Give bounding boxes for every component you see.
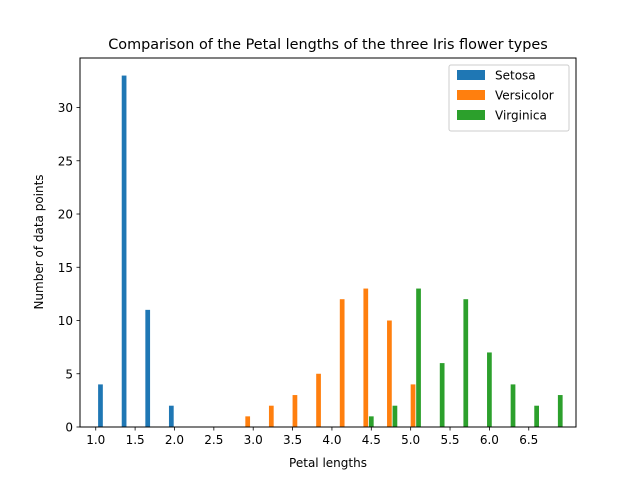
bar-virginica-1 [392, 405, 398, 427]
bar-versicolor-0 [245, 416, 251, 427]
bar-virginica-8 [557, 395, 563, 427]
legend-items: Setosa Versicolor Virginica [457, 69, 554, 123]
x-tick-label: 5.0 [401, 433, 420, 447]
legend-label-virginica: Virginica [495, 109, 547, 123]
bar-virginica-6 [510, 384, 516, 427]
y-tick-label: 25 [58, 154, 73, 168]
legend-label-setosa: Setosa [495, 69, 536, 83]
legend-swatch-virginica [457, 110, 485, 120]
x-tick-label: 2.5 [204, 433, 223, 447]
bar-versicolor-2 [292, 395, 298, 427]
chart-title: Comparison of the Petal lengths of the t… [108, 37, 548, 53]
x-tick-label: 4.0 [322, 433, 341, 447]
bar-virginica-7 [534, 405, 539, 427]
bars-layer [98, 75, 563, 428]
x-tick-label: 6.0 [480, 433, 499, 447]
y-tick-label: 0 [65, 421, 73, 435]
bar-setosa-3 [168, 405, 174, 427]
x-tick-label: 6.5 [519, 433, 538, 447]
y-tick-label: 30 [58, 101, 73, 115]
x-axis-label: Petal lengths [289, 456, 367, 470]
bar-setosa-1 [121, 75, 127, 428]
bar-versicolor-7 [410, 384, 416, 427]
legend: Setosa Versicolor Virginica [448, 64, 570, 132]
bar-versicolor-1 [268, 405, 274, 427]
x-tick-label: 4.5 [362, 433, 381, 447]
x-tick-label: 1.0 [86, 433, 105, 447]
legend-swatch-setosa [457, 70, 485, 80]
legend-label-versicolor: Versicolor [495, 89, 554, 103]
y-axis-ticks: 0 5 10 15 20 25 30 [58, 101, 80, 435]
x-tick-label: 1.5 [126, 433, 145, 447]
bar-virginica-4 [463, 299, 469, 427]
bar-versicolor-3 [316, 373, 321, 427]
bar-virginica-2 [416, 288, 421, 427]
bar-versicolor-6 [387, 320, 392, 427]
bar-setosa-2 [145, 309, 151, 427]
plot-area-frame [79, 57, 577, 428]
x-tick-label: 2.0 [165, 433, 184, 447]
x-tick-label: 3.5 [283, 433, 302, 447]
y-tick-label: 10 [58, 314, 73, 328]
bar-versicolor-4 [339, 299, 345, 427]
x-axis-ticks: 1.0 1.5 2.0 2.5 3.0 3.5 4.0 4.5 5.0 5.5 6.0 6.5 [86, 427, 538, 447]
y-tick-label: 5 [65, 367, 73, 381]
bar-setosa-0 [98, 384, 103, 427]
bar-virginica-3 [439, 363, 445, 427]
y-tick-label: 15 [58, 261, 73, 275]
y-tick-label: 20 [58, 208, 73, 222]
y-axis-label: Number of data points [32, 174, 46, 309]
x-tick-label: 3.0 [244, 433, 263, 447]
bar-versicolor-5 [363, 288, 369, 427]
bar-virginica-5 [487, 352, 492, 427]
x-tick-label: 5.5 [440, 433, 459, 447]
legend-swatch-versicolor [457, 90, 485, 100]
bar-virginica-0 [368, 416, 374, 427]
